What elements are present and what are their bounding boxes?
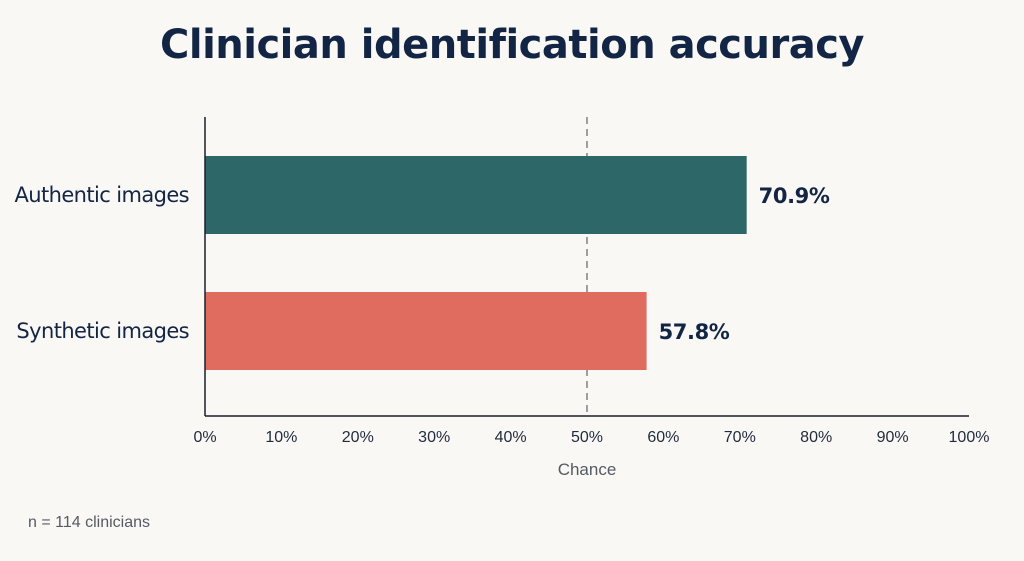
category-label-2: Synthetic images bbox=[16, 319, 189, 343]
x-tick-label-100: 100% bbox=[949, 429, 990, 446]
sample-size-note: n = 114 clinicians bbox=[28, 514, 150, 531]
category-label-1: Authentic images bbox=[15, 183, 190, 207]
value-label-2: 57.8% bbox=[659, 320, 730, 344]
x-tick-label-0: 0% bbox=[193, 429, 216, 446]
x-tick-label-30: 30% bbox=[418, 429, 450, 446]
x-tick-label-50: 50% bbox=[571, 429, 603, 446]
x-tick-label-90: 90% bbox=[877, 429, 909, 446]
bar-1 bbox=[205, 156, 747, 234]
x-tick-label-60: 60% bbox=[647, 429, 679, 446]
bar-2 bbox=[205, 292, 647, 370]
x-tick-label-20: 20% bbox=[342, 429, 374, 446]
value-label-1: 70.9% bbox=[759, 184, 830, 208]
x-tick-label-40: 40% bbox=[495, 429, 527, 446]
chart-title: Clinician identification accuracy bbox=[160, 22, 865, 68]
x-tick-label-70: 70% bbox=[724, 429, 756, 446]
x-tick-label-10: 10% bbox=[265, 429, 297, 446]
x-tick-label-80: 80% bbox=[800, 429, 832, 446]
chance-label: Chance bbox=[558, 460, 617, 479]
